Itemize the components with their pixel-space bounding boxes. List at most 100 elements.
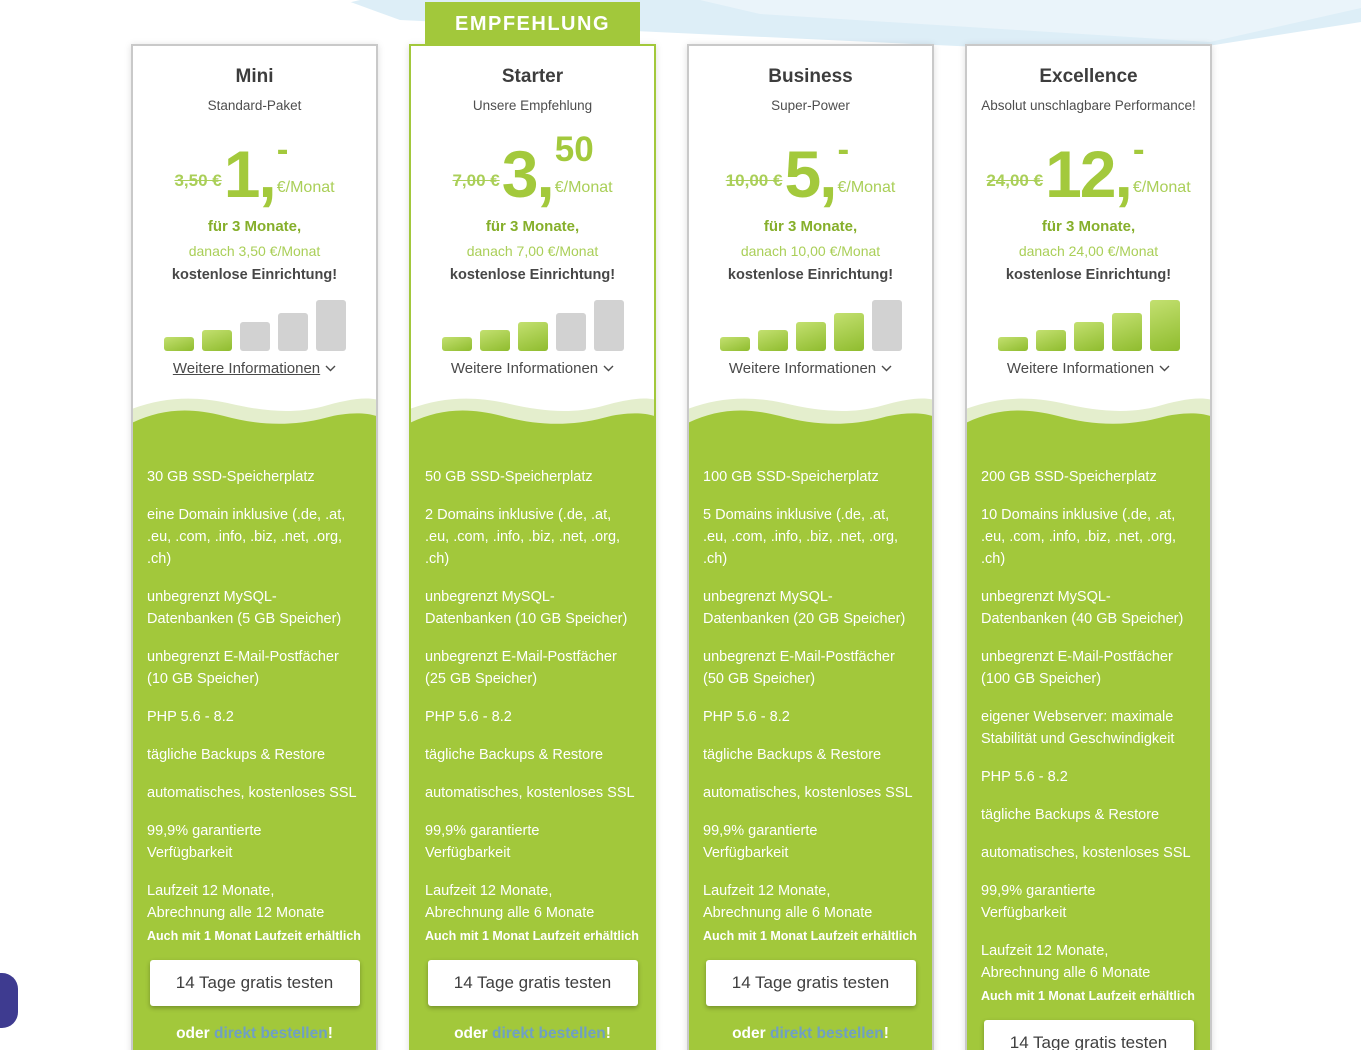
feature-item: unbegrenzt MySQL- Datenbanken (10 GB Spe… — [425, 589, 628, 627]
feature-item: PHP 5.6 - 8.2 — [147, 709, 234, 725]
plan-card-excellence: Excellence Absolut unschlagbare Performa… — [965, 44, 1212, 1050]
free-setup-note: kostenlose Einrichtung! — [1005, 267, 1172, 283]
power-bar-inactive — [277, 313, 308, 351]
feature-item: 100 GB SSD-Speicherplatz — [703, 469, 879, 485]
price-after-promo: danach 7,00 €/Monat — [466, 243, 599, 259]
plan-header: Starter Unsere Empfehlung 7,00 € 3, 50 €… — [411, 46, 654, 392]
contract-note: Auch mit 1 Monat Laufzeit erhältlich — [981, 989, 1195, 1003]
plan-title: Excellence — [1039, 66, 1138, 87]
power-bar-active — [1073, 322, 1104, 351]
wave-divider — [411, 392, 654, 438]
trial-button[interactable]: 14 Tage gratis testen — [149, 960, 360, 1006]
price-decimal: - — [837, 130, 850, 169]
price-decimal: - — [1132, 130, 1145, 169]
power-bar-active — [517, 322, 548, 351]
feature-item: automatisches, kostenloses SSL — [425, 785, 635, 801]
power-bar-active — [1149, 300, 1180, 351]
performance-bars — [145, 300, 364, 351]
price-unit: €/Monat — [837, 179, 896, 196]
feature-item: 10 Domains inklusive (.de, .at, .eu, .co… — [981, 507, 1177, 567]
feature-item: automatisches, kostenloses SSL — [147, 785, 357, 801]
feature-item: 2 Domains inklusive (.de, .at, .eu, .com… — [425, 507, 621, 567]
plan-title: Business — [768, 66, 853, 87]
free-setup-note: kostenlose Einrichtung! — [171, 267, 338, 283]
feature-item: unbegrenzt E-Mail-Postfächer (50 GB Spei… — [703, 649, 895, 687]
power-bar-inactive — [871, 300, 902, 351]
more-info-link[interactable]: Weitere Informationen — [451, 360, 614, 377]
feature-item: automatisches, kostenloses SSL — [703, 785, 913, 801]
feature-item: 30 GB SSD-Speicherplatz — [147, 469, 315, 485]
feature-item: 99,9% garantierte Verfügbarkeit — [147, 823, 262, 861]
chevron-down-icon — [325, 365, 336, 372]
power-bar-active — [719, 337, 750, 351]
power-bar-active — [163, 337, 194, 351]
plan-tagline: Unsere Empfehlung — [472, 98, 593, 113]
plan-features-section: 50 GB SSD-Speicherplatz 2 Domains inklusi… — [411, 438, 654, 1050]
feature-item: tägliche Backups & Restore — [981, 807, 1160, 823]
contract-note: Auch mit 1 Monat Laufzeit erhältlich — [703, 929, 917, 943]
feature-list: 50 GB SSD-Speicherplatz 2 Domains inklusi… — [425, 466, 640, 864]
feature-item: unbegrenzt MySQL- Datenbanken (40 GB Spe… — [981, 589, 1184, 627]
feature-item: PHP 5.6 - 8.2 — [981, 769, 1068, 785]
power-bar-active — [441, 337, 472, 351]
contract-terms: Laufzeit 12 Monate, Abrechnung alle 6 Mo… — [425, 883, 595, 921]
contract-terms: Laufzeit 12 Monate, Abrechnung alle 12 M… — [147, 883, 325, 921]
feature-item: 99,9% garantierte Verfügbarkeit — [981, 883, 1096, 921]
price-unit: €/Monat — [554, 179, 613, 196]
feature-item: unbegrenzt MySQL- Datenbanken (5 GB Spei… — [147, 589, 342, 627]
trial-button[interactable]: 14 Tage gratis testen — [705, 960, 916, 1006]
old-price: 10,00 € — [725, 171, 783, 190]
feature-list: 30 GB SSD-Speicherplatz eine Domain inklu… — [147, 466, 362, 864]
plan-title: Mini — [235, 66, 274, 87]
trial-button[interactable]: 14 Tage gratis testen — [427, 960, 638, 1006]
old-price: 3,50 € — [174, 171, 222, 190]
price-block: 24,00 € 12, - €/Monat — [979, 130, 1198, 211]
more-info-link[interactable]: Weitere Informationen — [729, 360, 892, 377]
price-after-promo: danach 10,00 €/Monat — [740, 243, 881, 259]
power-bar-active — [997, 337, 1028, 351]
wave-divider — [689, 392, 932, 438]
chevron-down-icon — [1159, 365, 1170, 372]
plan-tagline: Super-Power — [771, 98, 850, 113]
more-info-label: Weitere Informationen — [172, 360, 321, 377]
feature-item: 50 GB SSD-Speicherplatz — [425, 469, 593, 485]
free-setup-note: kostenlose Einrichtung! — [449, 267, 616, 283]
plan-title: Starter — [501, 66, 564, 87]
old-price: 7,00 € — [452, 171, 500, 190]
power-bar-active — [479, 330, 510, 351]
performance-bars — [701, 300, 920, 351]
feature-item: tägliche Backups & Restore — [703, 747, 882, 763]
feature-item: 5 Domains inklusive (.de, .at, .eu, .com… — [703, 507, 899, 567]
power-bar-active — [757, 330, 788, 351]
order-now-link[interactable]: direkt bestellen — [492, 1025, 606, 1042]
chat-widget-button[interactable] — [0, 973, 18, 1028]
trial-button[interactable]: 14 Tage gratis testen — [983, 1020, 1194, 1050]
contract-note: Auch mit 1 Monat Laufzeit erhältlich — [147, 929, 361, 943]
feature-item: unbegrenzt E-Mail-Postfächer (10 GB Spei… — [147, 649, 339, 687]
chevron-down-icon — [881, 365, 892, 372]
feature-item: PHP 5.6 - 8.2 — [703, 709, 790, 725]
price-amount: 3, — [501, 136, 555, 211]
price-unit: €/Monat — [276, 179, 335, 196]
order-now-link[interactable]: direkt bestellen — [214, 1025, 328, 1042]
power-bar-active — [1035, 330, 1066, 351]
feature-item: unbegrenzt MySQL- Datenbanken (20 GB Spe… — [703, 589, 906, 627]
price-block: 10,00 € 5, - €/Monat — [701, 130, 920, 207]
more-info-link[interactable]: Weitere Informationen — [173, 360, 336, 377]
recommendation-banner: EMPFEHLUNG — [425, 2, 640, 46]
chevron-down-icon — [603, 365, 614, 372]
power-bar-inactive — [593, 300, 624, 351]
price-amount: 1, — [223, 136, 277, 211]
plan-tagline: Absolut unschlagbare Performance! — [981, 98, 1196, 113]
feature-item: 99,9% garantierte Verfügbarkeit — [425, 823, 540, 861]
feature-item: unbegrenzt E-Mail-Postfächer (100 GB Spe… — [981, 649, 1173, 687]
order-now-link[interactable]: direkt bestellen — [770, 1025, 884, 1042]
contract-note: Auch mit 1 Monat Laufzeit erhältlich — [425, 929, 639, 943]
promo-duration: für 3 Monate, — [763, 218, 858, 235]
price-amount: 12, — [1045, 136, 1133, 211]
feature-item: automatisches, kostenloses SSL — [981, 845, 1191, 861]
feature-item: 99,9% garantierte Verfügbarkeit — [703, 823, 818, 861]
promo-duration: für 3 Monate, — [485, 218, 580, 235]
more-info-link[interactable]: Weitere Informationen — [1007, 360, 1170, 377]
contract-terms: Laufzeit 12 Monate, Abrechnung alle 6 Mo… — [703, 883, 873, 921]
